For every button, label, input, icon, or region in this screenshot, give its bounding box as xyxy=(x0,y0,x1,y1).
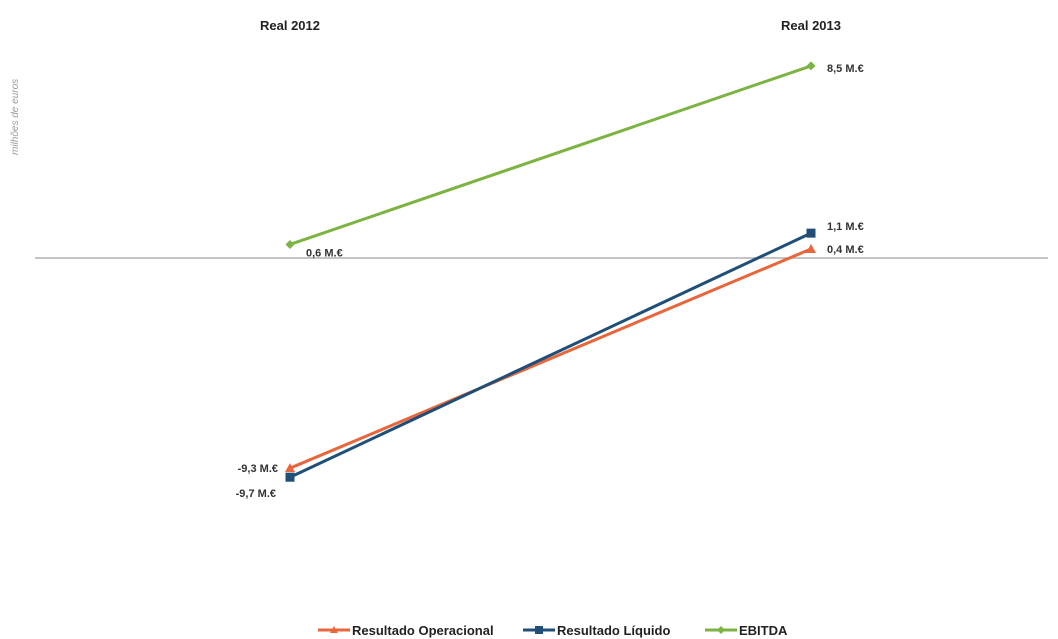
data-label-ebitda-0: 0,6 M.€ xyxy=(306,247,343,259)
series-line-resultado-liquido xyxy=(289,231,812,479)
category-label-2012: Real 2012 xyxy=(260,18,320,33)
legend-label-resultado-liquido: Resultado Líquido xyxy=(557,623,670,638)
series-line-resultado-operacional xyxy=(289,247,812,470)
y-axis-label: milhões de euros xyxy=(10,79,21,155)
legend-marker-square xyxy=(535,626,543,634)
legend-marker-diamond xyxy=(717,626,725,634)
legend-label-resultado-operacional: Resultado Operacional xyxy=(352,623,494,638)
data-point-resultado-operacional-0 xyxy=(285,463,295,473)
data-label-resultado-liquido-1: 1,1 M.€ xyxy=(827,221,864,233)
legend-item-ebitda: EBITDA xyxy=(705,623,788,638)
data-point-resultado-operacional-1 xyxy=(806,243,816,253)
data-label-resultado-operacional-1: 0,4 M.€ xyxy=(827,244,864,256)
legend-item-resultado-liquido: Resultado Líquido xyxy=(523,623,670,638)
legend: Resultado Operacional Resultado Líquido … xyxy=(318,623,788,638)
legend-label-ebitda: EBITDA xyxy=(739,623,788,638)
series-line-ebitda xyxy=(289,64,812,246)
data-point-ebitda-0 xyxy=(285,239,295,249)
data-point-ebitda-1 xyxy=(806,61,816,71)
data-label-resultado-liquido-0: -9,7 M.€ xyxy=(236,488,276,500)
data-label-resultado-operacional-0: -9,3 M.€ xyxy=(238,463,278,475)
data-point-resultado-liquido-1 xyxy=(806,228,816,238)
data-label-ebitda-1: 8,5 M.€ xyxy=(827,63,864,75)
legend-marker-triangle xyxy=(330,626,338,633)
data-point-resultado-liquido-0 xyxy=(285,472,295,482)
legend-item-resultado-operacional: Resultado Operacional xyxy=(318,623,494,638)
category-label-2013: Real 2013 xyxy=(781,18,841,33)
series-layer: -9,3 M.€ 0,4 M.€ -9,7 M.€ 1,1 M.€ 0,6 M.€ 8,5… xyxy=(236,61,864,500)
